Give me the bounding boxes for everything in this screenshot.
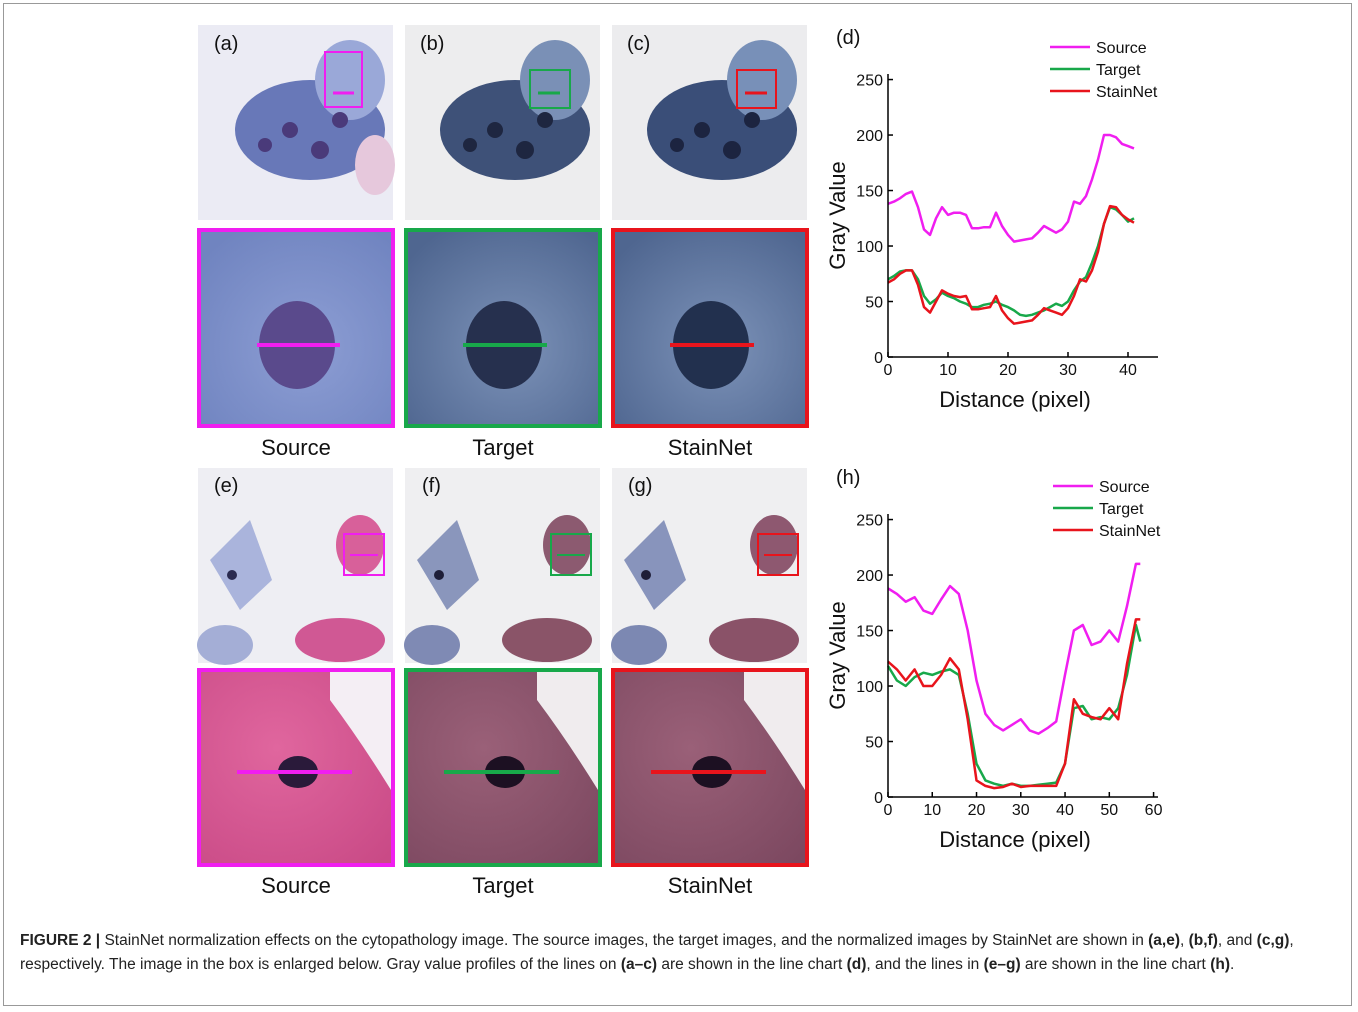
y-tick-label: 50 [865,735,883,752]
caption-text: (h) [1210,956,1230,973]
y-tick-label: 0 [874,790,883,807]
x-axis-title: Distance (pixel) [939,387,1091,412]
zoom-a [199,230,393,426]
image-caption: Target [472,873,533,898]
y-tick-label: 250 [856,73,883,90]
image-caption: Source [261,435,331,460]
caption-text: (d) [847,956,867,973]
x-tick-label: 20 [999,362,1017,379]
image-caption: StainNet [668,435,752,460]
x-tick-label: 40 [1119,362,1137,379]
y-tick-label: 200 [856,568,883,585]
data-line [888,135,1134,242]
data-line [888,206,1134,324]
x-tick-label: 0 [884,362,893,379]
figure: (a) (b) (c) Source Target StainNet (e) (… [0,0,1358,925]
legend-label: Source [1099,479,1150,496]
figure-caption: FIGURE 2 | StainNet normalization effect… [20,929,1338,977]
x-tick-label: 10 [939,362,957,379]
y-axis-title: Gray Value [825,601,850,709]
data-line [888,207,1134,316]
x-tick-label: 10 [923,802,941,819]
caption-text: are shown in the line chart [657,956,847,973]
y-tick-label: 150 [856,184,883,201]
x-tick-label: 50 [1100,802,1118,819]
caption-text: . [1230,956,1234,973]
y-tick-label: 100 [856,239,883,256]
caption-text: are shown in the line chart [1021,956,1211,973]
caption-text: (e–g) [984,956,1021,973]
panel-label: (c) [627,33,650,55]
panel-label: (d) [836,27,860,49]
x-tick-label: 30 [1012,802,1030,819]
y-tick-label: 0 [874,350,883,367]
caption-text: , and the lines in [866,956,983,973]
image-caption: Target [472,435,533,460]
y-tick-label: 200 [856,128,883,145]
caption-text: , and [1218,932,1257,949]
y-tick-label: 100 [856,679,883,696]
y-tick-label: 250 [856,513,883,530]
panel-label: (f) [422,475,441,497]
legend-label: Source [1096,40,1147,57]
x-tick-label: 0 [884,802,893,819]
caption-text: (a,e) [1148,932,1180,949]
panel-label: (a) [214,33,238,55]
y-axis-title: Gray Value [825,161,850,269]
x-tick-label: 40 [1056,802,1074,819]
image-f [404,468,600,665]
zoom-c [613,230,807,426]
panel-label: (e) [214,475,238,497]
legend-label: StainNet [1096,84,1158,101]
legend-label: Target [1099,501,1144,518]
y-tick-label: 50 [865,295,883,312]
caption-text: (c,g) [1257,932,1290,949]
caption-text: StainNet normalization effects on the cy… [100,932,1148,949]
caption-text: (b,f) [1189,932,1218,949]
panel-label: (g) [628,475,652,497]
panel-label: (b) [420,33,444,55]
zoom-b [406,230,600,426]
x-tick-label: 60 [1145,802,1163,819]
x-tick-label: 30 [1059,362,1077,379]
data-line [888,625,1140,786]
y-tick-label: 150 [856,624,883,641]
zoom-g [613,670,807,865]
legend-label: StainNet [1099,523,1161,540]
x-axis-title: Distance (pixel) [939,827,1091,852]
caption-text: (a–c) [621,956,657,973]
image-caption: StainNet [668,873,752,898]
zoom-e [199,670,393,865]
panel-label: (h) [836,467,860,489]
zoom-f [406,670,600,865]
image-g [611,468,807,665]
data-line [888,564,1140,734]
caption-text: FIGURE 2 | [20,932,100,949]
image-e [197,468,393,665]
legend-label: Target [1096,62,1141,79]
page: (a) (b) (c) Source Target StainNet (e) (… [0,0,1358,1012]
image-caption: Source [261,873,331,898]
x-tick-label: 20 [968,802,986,819]
caption-text: , [1180,932,1189,949]
data-line [888,619,1140,788]
